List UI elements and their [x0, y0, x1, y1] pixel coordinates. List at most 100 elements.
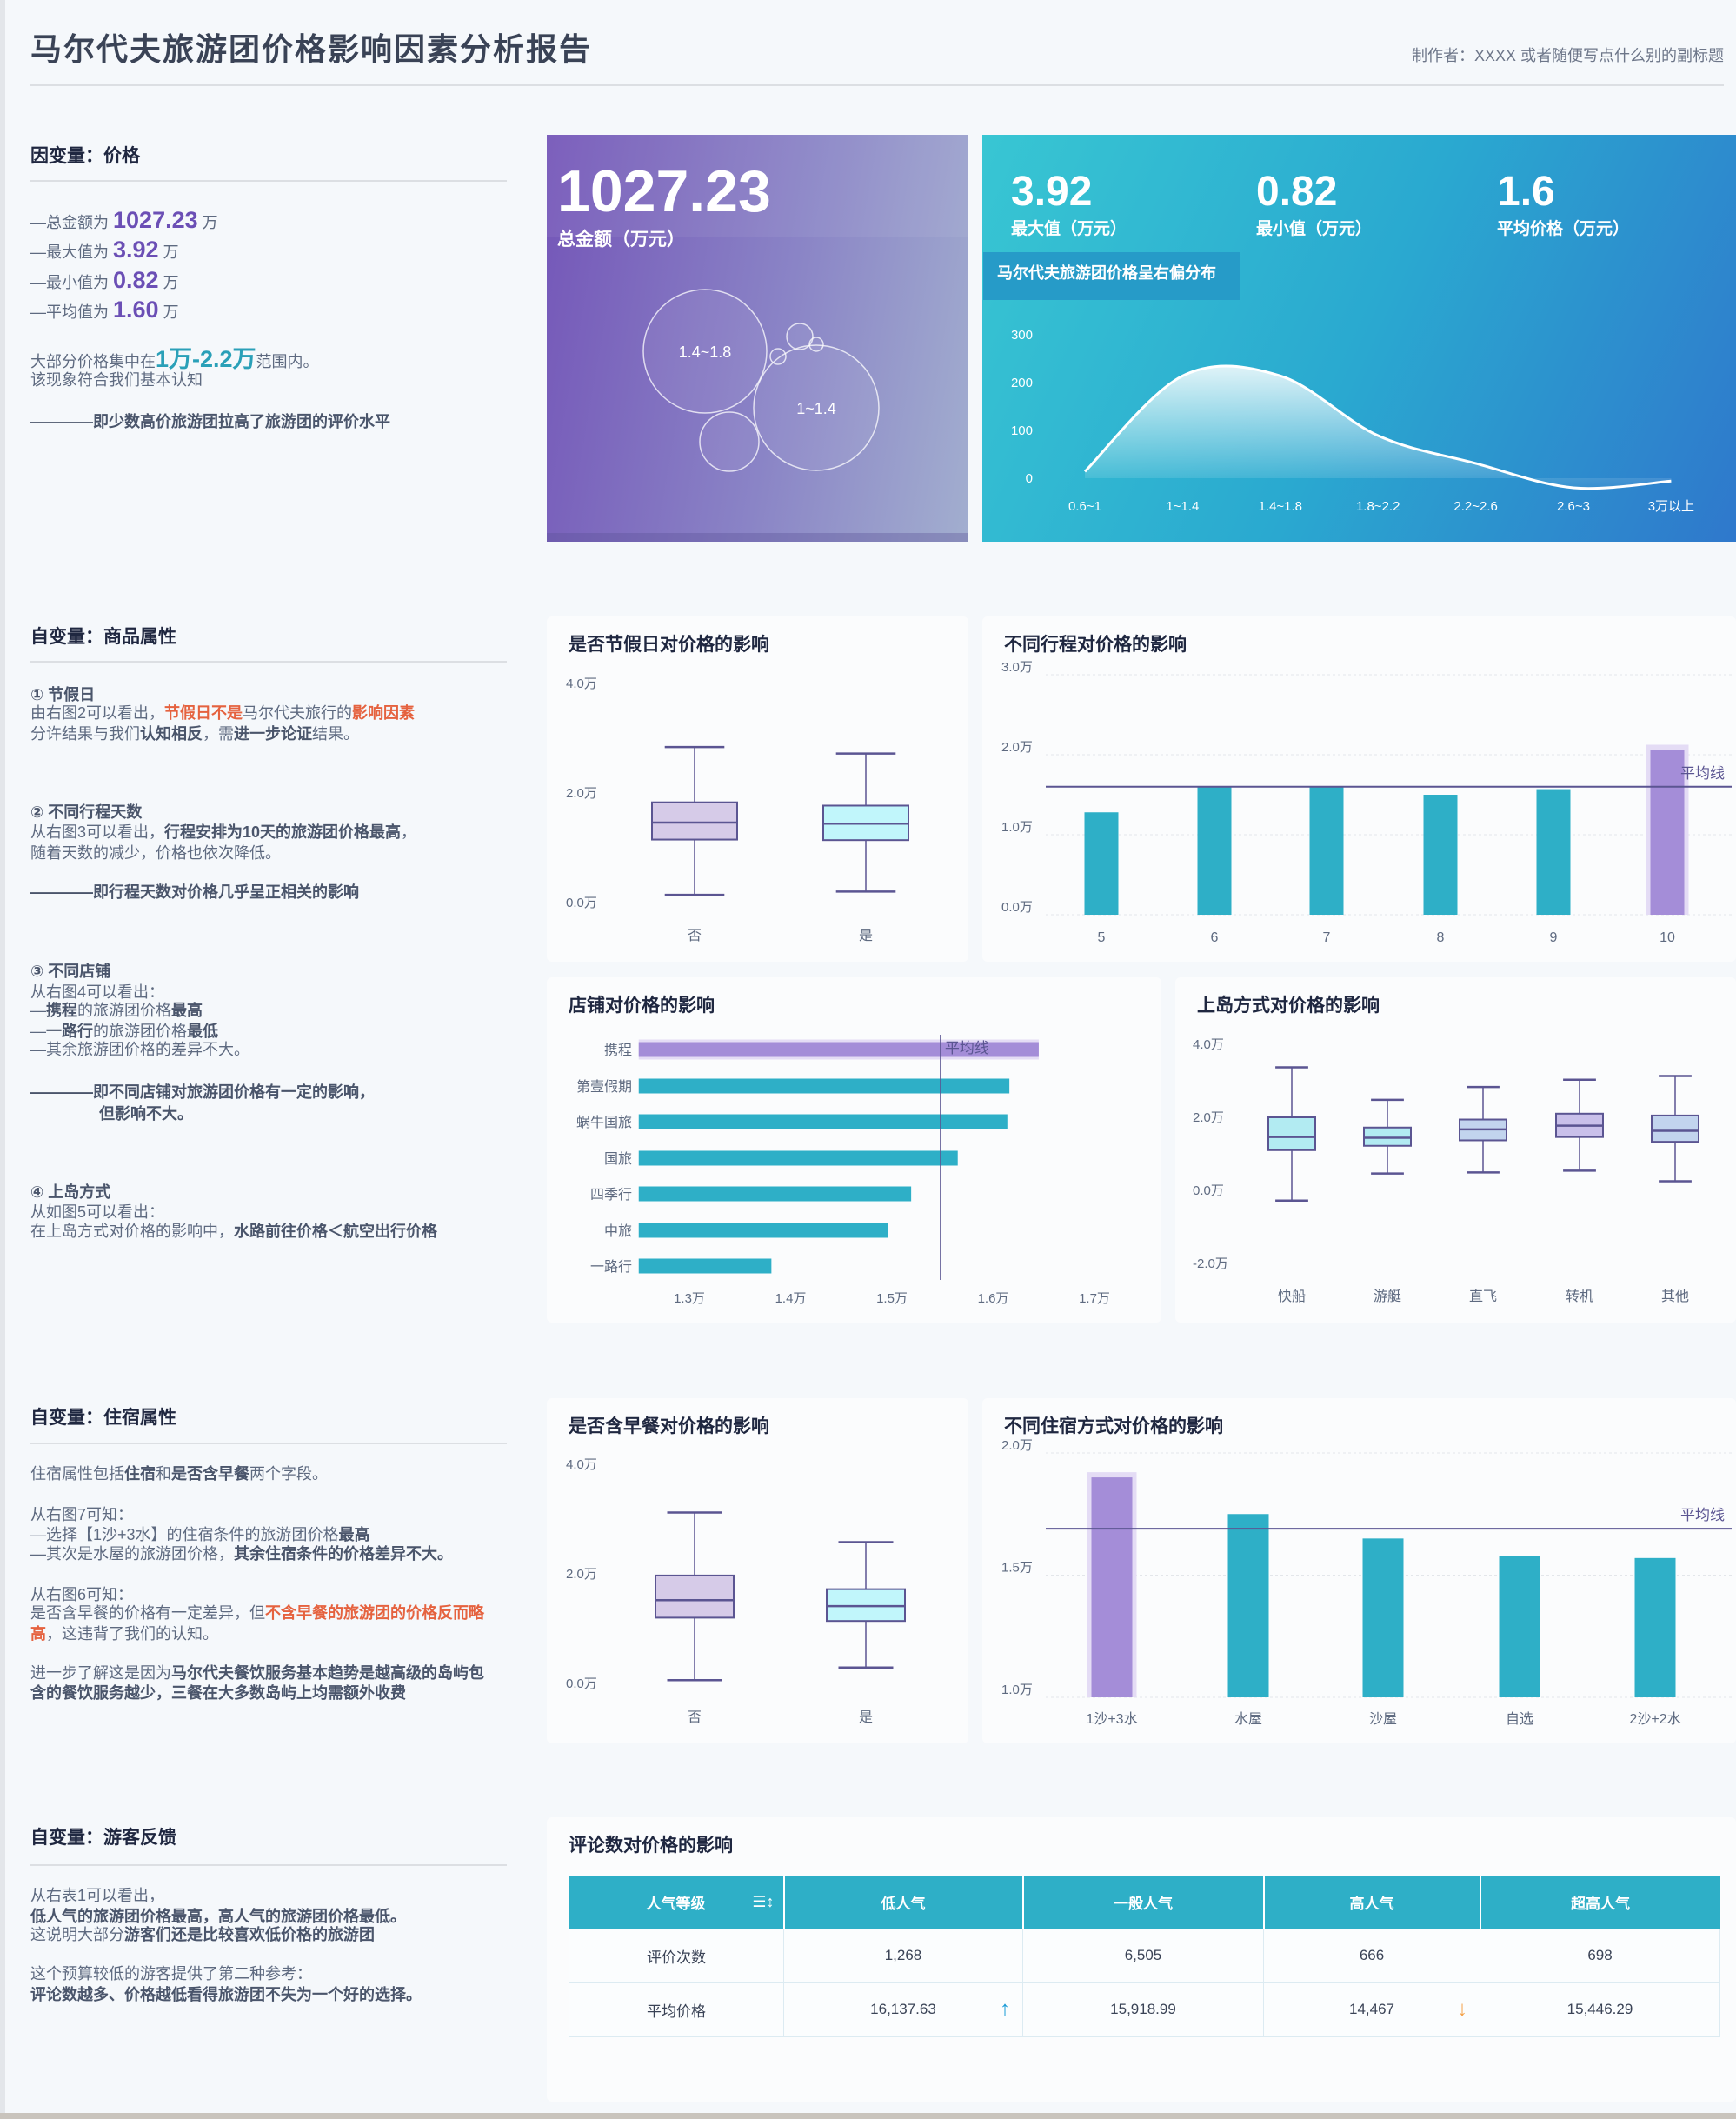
x-category-label: 6 [1211, 930, 1219, 945]
box-游艇 [1363, 1126, 1412, 1147]
x-category-label: 1.4~1.8 [1259, 499, 1302, 514]
x-category-label: 水屋 [1234, 1711, 1262, 1727]
emphasis-text: 最高 [338, 1526, 370, 1543]
emphasis-text: 携程 [46, 1002, 77, 1019]
stat-avg: —平均值为 1.60 万 [30, 297, 179, 323]
x-category-label: 1.8~2.2 [1356, 499, 1400, 514]
x-category-label: 1~1.4 [1166, 499, 1199, 514]
conclusion-line: 但影响不大。 [99, 1103, 193, 1124]
text-segment: 和 [156, 1465, 171, 1483]
conclusion-line: ————即不同店铺对旅游团价格有一定的影响， [30, 1082, 375, 1103]
emphasis-text: 3.92 [113, 237, 159, 263]
bar-沙屋 [1362, 1538, 1404, 1697]
holiday-boxplot: 0.0万 2.0万 4.0万否 是 [566, 676, 909, 943]
text-line: —其次是水屋的旅游团价格，其余住宿条件的价格差异不大。 [30, 1543, 453, 1564]
x-category-label: 1沙+3水 [1086, 1711, 1137, 1727]
sort-icon[interactable]: ☰↕ [752, 1893, 775, 1910]
text-segment: —其次是水屋的旅游团价格， [30, 1545, 234, 1563]
table-cell: 6,505 [1022, 1928, 1264, 1983]
subheading-store: ③ 不同店铺 [30, 961, 110, 982]
bar-中旅 [638, 1223, 888, 1238]
card-highlight [547, 135, 968, 237]
text-line: 从右表1可以看出， [30, 1885, 164, 1906]
breakfast-chart-panel: 0.0万 2.0万 4.0万否 是 是否含早餐对价格的影响 [547, 1398, 968, 1743]
emphasis-text: 评论数越多、价格越低看得旅游团不失为一个好的选择。 [30, 1986, 422, 2003]
arrow-down-icon: ↓ [1457, 1996, 1467, 2021]
text-segment: —选择【1沙+3水】的住宿条件的旅游团价格 [30, 1526, 339, 1543]
average-line-label: 平均线 [1680, 1507, 1725, 1523]
text-segment: 结果。 [312, 725, 359, 743]
table-title: 评论数对价格的影响 [569, 1836, 733, 1856]
arrow-up-icon: ↑ [1000, 1996, 1010, 2021]
emphasis-text: 1.60 [113, 297, 159, 323]
text-line: 由右图2可以看出，节假日不是马尔代夫旅行的影响因素 [30, 703, 415, 723]
column-header[interactable]: 高人气 [1263, 1876, 1481, 1929]
y-tick-label: 2.0万 [566, 1567, 597, 1582]
table-cell: 1,268 [783, 1928, 1023, 1983]
text-segment: 分许结果与我们 [30, 725, 140, 743]
y-category-label: 携程 [604, 1043, 632, 1058]
table-cell: 666 [1263, 1928, 1480, 1983]
text-segment: — [30, 1023, 46, 1040]
price-distribution-chart: 0 100 200 300 0.6~1 1~1.4 1.4~1.8 1.8~2.2 2.2~2.… [1011, 328, 1694, 514]
x-category-label: 沙屋 [1369, 1712, 1397, 1727]
section-divider [30, 1443, 507, 1444]
x-category-label: 8 [1437, 930, 1445, 945]
y-tick-label: 0.0万 [1193, 1183, 1224, 1198]
bar-8 [1423, 795, 1458, 915]
box-是 [826, 1588, 906, 1623]
column-header[interactable]: 超高人气 [1480, 1876, 1720, 1929]
emphasis-text: 含的餐饮服务越少，三餐在大多数岛屿上均需额外收费 [30, 1684, 406, 1702]
header-label: 人气等级 [646, 1896, 706, 1913]
x-category-label: 9 [1550, 930, 1558, 945]
bubble [699, 411, 760, 472]
y-tick-label: 300 [1011, 328, 1033, 343]
text-segment: 住宿属性包括 [30, 1465, 124, 1483]
text-segment: 在上岛方式对价格的影响中， [30, 1223, 234, 1240]
box-快船 [1267, 1116, 1316, 1151]
emphasis-text: 不含早餐的旅游团的价格反而略 [265, 1604, 484, 1622]
price-stats-card: 0 100 200 300 0.6~1 1~1.4 1.4~1.8 1.8~2.2 2.2~2.… [982, 135, 1736, 542]
lodging-bar-chart: 1.0万 1.5万 2.0万 1沙+3水 水屋 沙屋 自选 2沙+2水 平均线 [1001, 1438, 1732, 1727]
y-category-label: 国旅 [604, 1151, 632, 1167]
text-segment: 从右表1可以看出， [30, 1887, 165, 1904]
emphasis-text: 但影响不大。 [99, 1105, 193, 1123]
y-tick-label: 0.0万 [566, 896, 597, 910]
emphasis-text: ————即少数高价旅游团拉高了旅游团的评价水平 [30, 413, 390, 430]
text-line: 高，这违背了我们的认知。 [30, 1623, 218, 1644]
emphasis-text: 影响因素 [352, 704, 416, 722]
bar-国旅 [638, 1150, 958, 1166]
y-tick-label: 0.0万 [1001, 900, 1033, 915]
subheading-holiday: ① 节假日 [30, 684, 95, 705]
text-line: 大部分价格集中在1万-2.2万范围内。 [30, 348, 319, 372]
store-chart-panel: 携程 第壹假期 蜗牛国旅 国旅 四季行 中旅 一路行 1.3万 1.4万 1.5万 1.6万 1.7万… [547, 977, 1161, 1323]
emphasis-text: 马尔代夫餐饮服务基本趋势是越高级的岛屿包 [171, 1664, 484, 1682]
bubble [753, 344, 880, 471]
y-tick-label: 2.0万 [1001, 1438, 1033, 1453]
left-edge-bar [0, 0, 5, 2119]
x-category-label: 5 [1098, 930, 1106, 945]
text-segment: 随着天数的减少，价格也依次降低。 [30, 844, 281, 862]
text-segment: 这说明大部分 [30, 1926, 124, 1943]
y-tick-label: 2.0万 [1193, 1110, 1224, 1125]
y-category-label: 一路行 [590, 1259, 632, 1275]
x-category-label: 2沙+2水 [1629, 1711, 1680, 1727]
text-segment: 的旅游团价格 [93, 1023, 187, 1040]
text-line: 随着天数的减少，价格也依次降低。 [30, 843, 281, 863]
text-line: 这说明大部分游客们还是比较喜欢低价格的旅游团 [30, 1924, 375, 1945]
column-header[interactable]: 一般人气 [1022, 1876, 1265, 1929]
column-header-level[interactable]: 人气等级 ☰↕ [569, 1876, 785, 1929]
x-category-label: 游艇 [1374, 1289, 1401, 1304]
text-segment: —总金额为 [30, 214, 114, 231]
bar-7 [1309, 786, 1344, 915]
text-segment: 万 [158, 303, 179, 321]
y-category-label: 中旅 [604, 1223, 632, 1239]
bar-9 [1536, 789, 1571, 915]
min-label: 最小值（万元） [1256, 220, 1373, 238]
x-tick-label: 1.5万 [876, 1291, 908, 1306]
x-category-label: 快船 [1278, 1289, 1306, 1304]
text-line: 评论数越多、价格越低看得旅游团不失为一个好的选择。 [30, 1984, 422, 2005]
column-header[interactable]: 低人气 [783, 1876, 1024, 1929]
emphasis-text: 游客们还是比较喜欢低价格的旅游团 [124, 1926, 375, 1943]
header-divider [30, 84, 1724, 86]
